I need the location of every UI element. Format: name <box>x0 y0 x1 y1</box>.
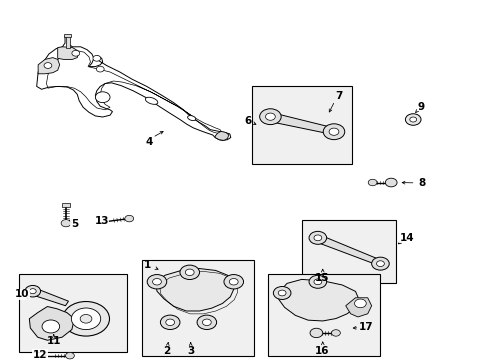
Circle shape <box>71 308 101 330</box>
Circle shape <box>29 289 36 294</box>
Circle shape <box>313 279 321 285</box>
Circle shape <box>309 328 322 338</box>
Circle shape <box>202 319 211 325</box>
Polygon shape <box>313 234 383 266</box>
Circle shape <box>278 290 285 296</box>
Circle shape <box>265 113 275 120</box>
Circle shape <box>152 279 161 285</box>
Circle shape <box>44 63 52 68</box>
Circle shape <box>72 50 80 56</box>
Circle shape <box>42 320 60 333</box>
Circle shape <box>367 179 376 186</box>
Circle shape <box>328 128 338 135</box>
Text: 9: 9 <box>417 102 424 112</box>
Circle shape <box>93 55 101 61</box>
Circle shape <box>259 109 281 125</box>
Ellipse shape <box>187 116 195 121</box>
Polygon shape <box>31 288 68 306</box>
Polygon shape <box>58 47 78 59</box>
Circle shape <box>313 235 321 241</box>
Circle shape <box>229 279 238 285</box>
Text: 5: 5 <box>71 219 78 229</box>
Bar <box>267 274 380 356</box>
Circle shape <box>224 275 243 289</box>
Text: 8: 8 <box>417 178 424 188</box>
Bar <box>142 260 254 356</box>
Circle shape <box>180 265 199 279</box>
Circle shape <box>61 220 71 227</box>
Text: 4: 4 <box>145 137 153 147</box>
Text: 11: 11 <box>46 336 61 346</box>
Polygon shape <box>215 131 228 140</box>
Circle shape <box>354 299 366 308</box>
Bar <box>251 86 351 164</box>
Text: 16: 16 <box>314 346 328 356</box>
Circle shape <box>185 269 194 275</box>
Polygon shape <box>155 269 233 311</box>
Bar <box>302 220 395 283</box>
Polygon shape <box>278 279 358 321</box>
Circle shape <box>62 302 109 336</box>
Circle shape <box>376 261 384 266</box>
Circle shape <box>385 178 396 187</box>
Text: 13: 13 <box>94 216 109 226</box>
Circle shape <box>124 215 133 222</box>
Text: 2: 2 <box>163 346 169 356</box>
Text: 7: 7 <box>334 91 342 101</box>
Circle shape <box>95 92 110 103</box>
Circle shape <box>96 66 104 72</box>
Ellipse shape <box>145 97 158 104</box>
Text: 15: 15 <box>314 273 328 283</box>
Bar <box>64 34 71 37</box>
Text: 3: 3 <box>187 346 194 356</box>
Circle shape <box>331 330 340 336</box>
Circle shape <box>273 287 290 300</box>
Polygon shape <box>266 112 336 135</box>
Polygon shape <box>29 306 74 340</box>
Circle shape <box>65 352 74 359</box>
Text: 10: 10 <box>15 289 29 300</box>
Circle shape <box>147 275 166 289</box>
Circle shape <box>405 114 420 125</box>
Text: 1: 1 <box>144 260 151 270</box>
Circle shape <box>409 117 416 122</box>
Text: 14: 14 <box>399 233 413 243</box>
Circle shape <box>323 124 344 140</box>
Bar <box>65 36 70 48</box>
Circle shape <box>308 231 326 244</box>
Polygon shape <box>37 36 230 140</box>
Circle shape <box>197 315 216 329</box>
Bar <box>19 274 127 352</box>
Circle shape <box>25 285 41 297</box>
Text: 12: 12 <box>33 350 47 360</box>
Circle shape <box>80 315 92 323</box>
Text: 6: 6 <box>244 116 251 126</box>
Circle shape <box>160 315 180 329</box>
Circle shape <box>165 319 174 325</box>
Polygon shape <box>38 58 60 74</box>
Circle shape <box>371 257 388 270</box>
Bar <box>61 203 70 207</box>
Polygon shape <box>345 298 371 317</box>
Text: 17: 17 <box>358 322 372 332</box>
Circle shape <box>308 275 326 288</box>
